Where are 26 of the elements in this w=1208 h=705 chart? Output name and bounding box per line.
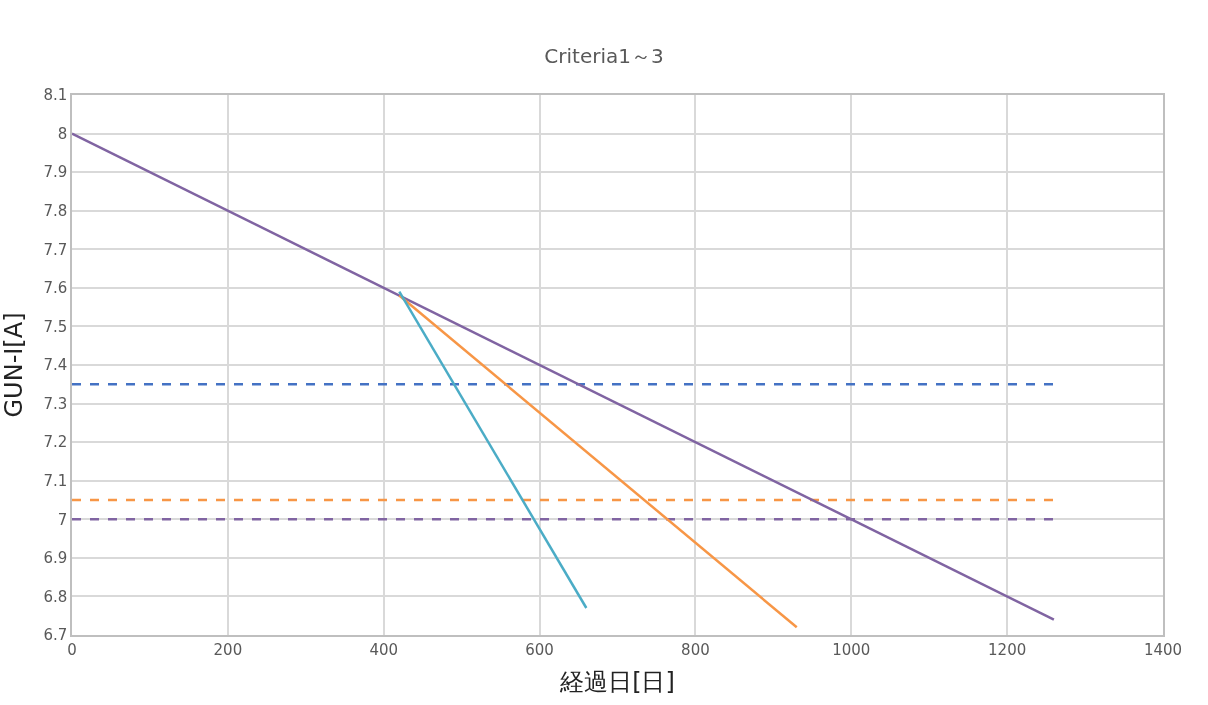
y-tick-label: 7 bbox=[57, 510, 68, 529]
y-tick-label: 7.3 bbox=[43, 394, 68, 413]
chart-title: Criteria1～3 bbox=[544, 44, 664, 69]
y-tick-label: 6.8 bbox=[43, 587, 68, 606]
y-tick-label: 7.2 bbox=[43, 433, 68, 452]
y-tick-label: 6.7 bbox=[43, 626, 68, 645]
y-tick-label: 7.4 bbox=[43, 356, 68, 375]
y-axis-title: GUN-I[A] bbox=[0, 312, 28, 418]
y-tick-label: 7.5 bbox=[43, 317, 68, 336]
y-tick-label: 7.8 bbox=[43, 201, 68, 220]
x-tick-label: 800 bbox=[681, 640, 710, 659]
x-tick-label: 1000 bbox=[832, 640, 871, 659]
y-tick-label: 8.1 bbox=[43, 86, 68, 105]
x-tick-label: 600 bbox=[525, 640, 554, 659]
x-tick-label: 0 bbox=[67, 640, 77, 659]
y-tick-label: 7.9 bbox=[43, 163, 68, 182]
y-tick-label: 7.7 bbox=[43, 240, 68, 259]
x-tick-label: 200 bbox=[213, 640, 243, 659]
y-tick-label: 7.1 bbox=[43, 471, 68, 490]
x-tick-label: 400 bbox=[369, 640, 399, 659]
y-tick-label: 6.9 bbox=[43, 549, 68, 568]
y-tick-label: 8 bbox=[57, 124, 68, 143]
x-axis-title: 経過日[日] bbox=[559, 667, 675, 696]
y-tick-label: 7.6 bbox=[43, 279, 68, 298]
x-tick-label: 1400 bbox=[1143, 640, 1183, 659]
x-tick-label: 1200 bbox=[988, 640, 1027, 659]
